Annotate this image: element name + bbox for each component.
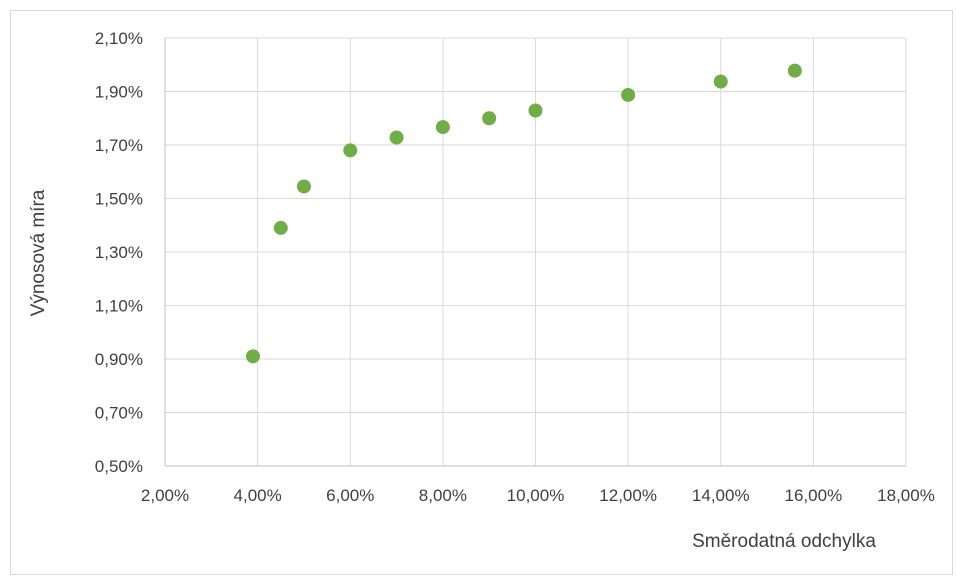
x-tick-label: 14,00% <box>692 486 750 505</box>
y-tick-label: 0,90% <box>95 350 143 369</box>
y-tick-label: 1,30% <box>95 243 143 262</box>
y-tick-labels: 0,50% 0,70% 0,90% 1,10% 1,30% 1,50% 1,70% 1,90%… <box>95 29 143 476</box>
x-tick-label: 8,00% <box>419 486 467 505</box>
data-point <box>528 103 543 118</box>
gridlines <box>165 37 907 466</box>
data-point <box>389 130 404 145</box>
y-tick-label: 1,50% <box>95 190 143 209</box>
data-point <box>713 74 728 89</box>
y-tick-label: 0,70% <box>95 404 143 423</box>
y-tick-label: 2,10% <box>95 29 143 48</box>
data-points <box>245 63 802 364</box>
x-tick-label: 16,00% <box>785 486 843 505</box>
y-tick-label: 1,70% <box>95 136 143 155</box>
x-tick-labels: 2,00% 4,00% 6,00% 8,00% 10,00% 12,00% 14,00% 16… <box>141 486 935 505</box>
data-point <box>343 143 358 158</box>
data-point <box>482 111 497 126</box>
x-tick-label: 2,00% <box>141 486 189 505</box>
data-point <box>273 220 288 235</box>
x-tick-label: 6,00% <box>326 486 374 505</box>
y-tick-label: 1,10% <box>95 297 143 316</box>
data-point <box>787 63 802 78</box>
x-tick-label: 18,00% <box>877 486 935 505</box>
chart-area <box>10 10 953 575</box>
y-tick-label: 1,90% <box>95 83 143 102</box>
data-point <box>621 87 636 102</box>
y-axis-title: Výnosová míra <box>28 189 49 316</box>
data-point <box>245 349 260 364</box>
x-tick-label: 4,00% <box>234 486 282 505</box>
x-tick-label: 12,00% <box>599 486 657 505</box>
x-tick-label: 10,00% <box>507 486 565 505</box>
x-axis-title: Směrodatná odchylka <box>692 531 876 552</box>
data-point <box>296 179 311 194</box>
data-point <box>435 120 450 135</box>
y-tick-label: 0,50% <box>95 457 143 476</box>
axes <box>164 38 906 467</box>
